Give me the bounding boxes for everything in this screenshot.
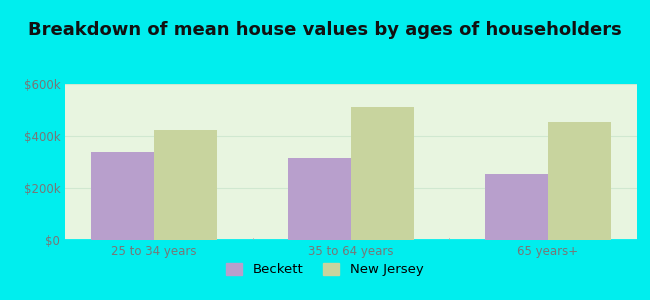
Bar (154, 130, 217, 240)
Bar (548, 122, 611, 240)
Bar (485, 174, 548, 240)
Bar (351, 107, 414, 240)
Text: Breakdown of mean house values by ages of householders: Breakdown of mean house values by ages o… (28, 21, 622, 39)
Bar (91, 152, 154, 240)
Legend: Beckett, New Jersey: Beckett, New Jersey (221, 257, 429, 281)
Bar (288, 158, 351, 240)
